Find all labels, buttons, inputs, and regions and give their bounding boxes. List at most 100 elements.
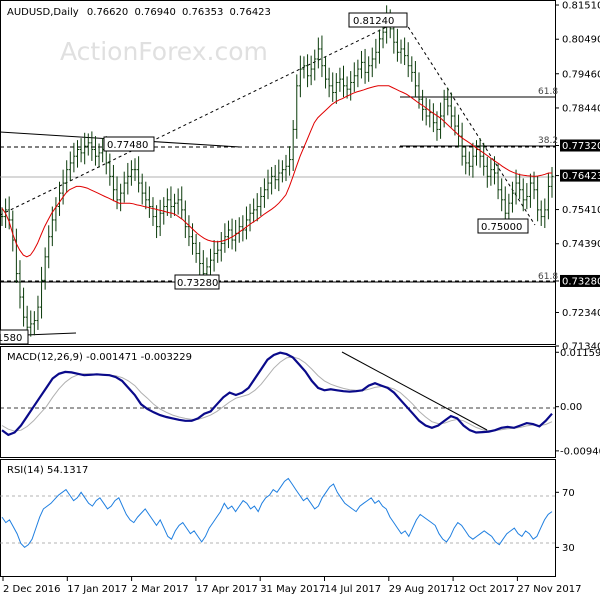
price-bar bbox=[165, 188, 169, 216]
series-macd-main bbox=[1, 351, 553, 437]
price-bar bbox=[147, 186, 151, 218]
price-bar bbox=[496, 163, 500, 200]
price-bar bbox=[144, 181, 148, 210]
rsi-axis-tick-label: 30 bbox=[562, 543, 575, 554]
box-label-073280-text: 0.73280 bbox=[177, 278, 218, 289]
price-bar bbox=[68, 151, 72, 182]
price-bar bbox=[449, 92, 453, 128]
price-bar bbox=[334, 73, 338, 104]
price-bar bbox=[47, 225, 51, 269]
price-bar bbox=[377, 29, 381, 64]
price-bar bbox=[75, 140, 79, 168]
price-axis-tick-label: 0.78440 bbox=[562, 103, 600, 114]
price-bar bbox=[525, 183, 529, 210]
macd-axis: 0.01159 0.00 -0.009408 bbox=[555, 348, 600, 457]
price-bar bbox=[151, 197, 155, 226]
rsi-axis-tick-label: 70 bbox=[562, 488, 575, 499]
price-bar bbox=[32, 311, 36, 336]
box-label-071580-text: 0.71580 bbox=[0, 333, 22, 344]
price-bar bbox=[295, 74, 299, 139]
price-bar bbox=[309, 55, 313, 86]
price-bar bbox=[61, 169, 65, 205]
price-bar bbox=[428, 99, 432, 128]
price-bar bbox=[252, 198, 256, 223]
price-bar bbox=[36, 295, 40, 330]
price-bar bbox=[413, 61, 417, 98]
price-bar bbox=[453, 106, 457, 136]
price-bar bbox=[176, 188, 180, 215]
price-bar bbox=[446, 87, 450, 116]
price-bar bbox=[284, 154, 288, 182]
fib-label-61-8-lower: 61.8 bbox=[538, 272, 558, 282]
price-bar bbox=[342, 65, 346, 98]
price-axis-tick-label: 0.79460 bbox=[562, 69, 600, 80]
price-axis-highlight bbox=[560, 169, 600, 182]
price-axis-tick-label: 0.72340 bbox=[562, 308, 600, 319]
price-axis: 0.81510 0.80490 0.79460 0.78440 0.77320 0.764… bbox=[555, 1, 600, 353]
price-bar bbox=[331, 72, 335, 102]
price-axis-tick-label: 0.81510 bbox=[562, 1, 600, 12]
fib-label-61-8-upper: 61.8 bbox=[538, 87, 558, 97]
price-bar bbox=[410, 56, 414, 82]
price-bar bbox=[327, 67, 331, 98]
price-bar bbox=[359, 50, 363, 79]
macd-axis-tick-label: -0.009408 bbox=[560, 446, 600, 457]
price-bar bbox=[11, 210, 15, 252]
price-symbol: AUDUSD,Daily bbox=[7, 7, 79, 18]
price-bar bbox=[22, 287, 26, 327]
price-bar bbox=[306, 54, 310, 88]
price-bar bbox=[485, 156, 489, 188]
price-low: 0.76353 bbox=[182, 7, 223, 18]
price-bar bbox=[471, 142, 475, 178]
price-axis-highlight bbox=[560, 274, 600, 287]
price-bar bbox=[320, 35, 324, 78]
price-bar bbox=[133, 158, 137, 182]
price-bar bbox=[29, 310, 33, 337]
price-bar bbox=[198, 242, 202, 275]
price-bar bbox=[7, 196, 11, 230]
price-bar bbox=[108, 153, 112, 186]
price-axis-highlight bbox=[560, 139, 600, 152]
price-axis-tick-label: 0.76423 bbox=[562, 171, 600, 182]
x-axis-tick-label: 2 Dec 2016 bbox=[3, 584, 61, 595]
price-bar bbox=[406, 42, 410, 78]
price-bar bbox=[302, 56, 306, 79]
price-axis-tick-label: 0.73280 bbox=[562, 276, 600, 287]
price-bar bbox=[115, 176, 119, 210]
price-bar bbox=[521, 178, 525, 212]
price-bar bbox=[255, 193, 259, 222]
price-bar bbox=[363, 48, 367, 84]
rsi-panel bbox=[0, 459, 556, 577]
price-bar bbox=[194, 234, 198, 263]
price-bar bbox=[298, 55, 302, 98]
price-bar bbox=[374, 38, 378, 69]
price-bar bbox=[464, 146, 468, 175]
price-bar bbox=[40, 266, 44, 319]
x-axis-tick-label: 17 Apr 2017 bbox=[196, 584, 258, 595]
price-bar bbox=[248, 203, 252, 232]
price-bar bbox=[208, 248, 212, 277]
price-bar bbox=[111, 164, 115, 202]
price-bar bbox=[349, 71, 353, 101]
box-label-077480-text: 0.77480 bbox=[107, 140, 148, 151]
price-bar bbox=[223, 223, 227, 253]
price-axis-tick-label: 0.74390 bbox=[562, 239, 600, 250]
price-bar bbox=[72, 142, 76, 173]
box-label-075000: 0.75000 bbox=[477, 218, 529, 234]
price-bar bbox=[338, 67, 342, 92]
price-bar bbox=[83, 132, 87, 165]
price-bar bbox=[65, 160, 69, 193]
price-bar bbox=[180, 186, 184, 220]
price-high: 0.76940 bbox=[134, 7, 175, 18]
price-open: 0.76620 bbox=[87, 7, 128, 18]
price-bar bbox=[212, 240, 216, 272]
box-label-075000-text: 0.75000 bbox=[481, 222, 522, 233]
price-bar bbox=[43, 247, 47, 290]
price-bar bbox=[129, 160, 133, 186]
price-axis-tick-label: 0.71340 bbox=[562, 342, 600, 353]
price-bar bbox=[528, 173, 532, 208]
price-bar bbox=[158, 199, 162, 237]
price-bar bbox=[424, 97, 428, 126]
price-bar bbox=[370, 47, 374, 78]
